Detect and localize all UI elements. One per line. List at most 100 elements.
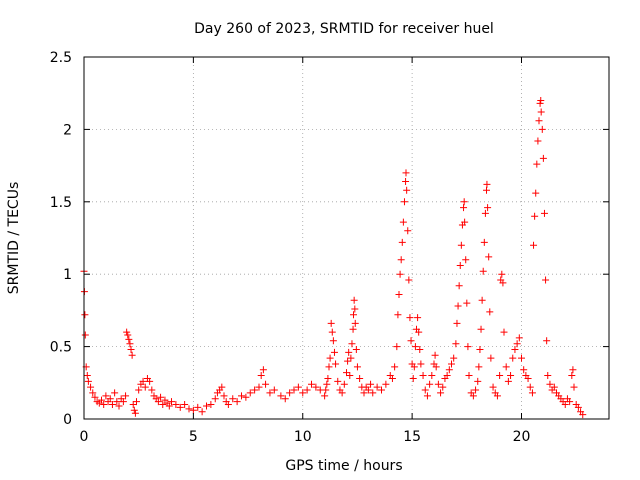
data-point [403,186,411,194]
data-point [443,372,451,380]
data-point [526,383,534,391]
data-point [394,311,402,319]
y-axis-label: SRMTID / TECUs [6,182,22,295]
data-point [133,398,140,406]
data-point [238,392,245,400]
data-point [148,386,156,394]
data-point [445,366,453,374]
data-point [327,319,335,327]
data-point [378,386,385,394]
data-point [344,357,352,365]
data-point [489,383,497,391]
data-point [294,383,302,391]
data-point [397,256,405,264]
data-point [135,386,143,394]
data-point [338,389,346,397]
x-tick-label: 0 [80,429,89,445]
data-point [460,204,468,212]
data-point [457,241,465,249]
data-point [130,406,138,414]
data-point [251,386,259,394]
data-point [229,395,237,403]
data-point [465,372,473,380]
data-point [480,238,488,246]
data-point [405,276,413,284]
data-point [493,392,501,400]
x-axis-label: GPS time / hours [285,458,402,474]
data-point [290,386,298,394]
x-tick-label: 20 [513,429,531,445]
data-point [242,393,250,401]
data-point [579,411,587,419]
data-point [431,351,439,359]
data-point [128,351,136,359]
data-point [498,270,506,278]
data-point [299,389,307,397]
data-point [119,398,127,406]
data-point [404,227,412,235]
data-point [108,401,116,409]
data-point [544,372,552,380]
data-point [388,374,396,382]
data-point [487,354,495,362]
data-point [539,154,547,162]
data-point [391,363,399,371]
data-point [220,392,228,400]
data-point [561,401,569,409]
y-tick-label: 2 [63,122,72,138]
data-point [520,366,528,374]
data-point [189,406,197,414]
data-point [455,282,463,290]
data-point [126,340,134,348]
axis-ticks: 0 5 10 15 20 0 0.5 1 1.5 2 2.5 [50,50,609,445]
data-point [483,180,491,188]
data-point [348,340,356,348]
data-point [515,334,523,342]
y-tick-label: 1 [63,267,72,283]
data-point [286,389,294,397]
data-point [87,383,95,391]
data-point [350,296,358,304]
data-point [125,335,133,343]
data-point [328,328,336,336]
data-point [346,372,354,380]
data-point [534,137,542,145]
data-point [122,392,130,400]
data-point [395,290,403,298]
x-tick-label: 15 [403,429,421,445]
data-point [478,296,486,304]
data-point [343,369,350,377]
data-point [531,212,539,220]
data-point [325,363,333,371]
data-point [410,363,418,371]
data-point [472,386,480,394]
data-point [463,299,471,307]
data-point [396,270,404,278]
data-point [115,402,123,410]
data-point [218,383,226,391]
y-tick-label: 2.5 [50,50,72,66]
data-point [211,395,219,403]
data-point [129,401,137,409]
grid [84,57,609,419]
data-point [414,314,422,322]
data-point [334,377,342,385]
data-point [367,380,375,388]
data-point [407,337,415,345]
data-point [464,343,472,351]
data-point [570,383,578,391]
data-point [308,380,315,388]
data-point [207,401,215,409]
plot-frame [83,56,610,420]
data-point [434,380,442,388]
data-point [537,96,545,104]
data-point [127,345,135,353]
data-point [402,178,410,186]
data-point [277,392,285,400]
data-point [324,374,332,382]
data-point [532,189,540,197]
data-point [351,305,359,313]
data-point [450,354,458,362]
